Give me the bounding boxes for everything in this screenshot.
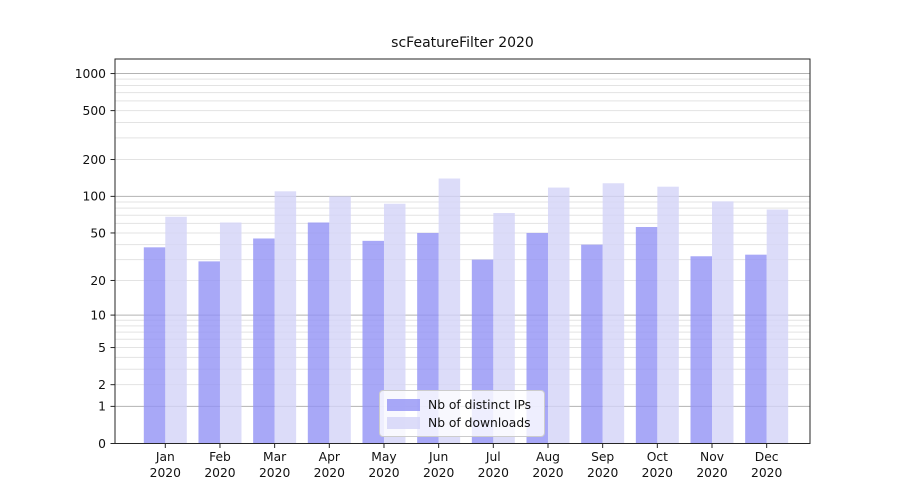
bar-downloads-nov <box>712 201 734 444</box>
x-tick-label: Nov 2020 <box>696 450 727 480</box>
y-tick-label: 50 <box>90 226 106 240</box>
bar-downloads-sep <box>602 183 625 444</box>
x-tick-label: Apr 2020 <box>314 450 345 480</box>
x-tick-label: Dec 2020 <box>751 450 782 480</box>
legend-swatch-downloads <box>387 416 420 429</box>
plot-border <box>114 58 811 444</box>
y-tick-label: 500 <box>83 104 106 118</box>
bar-distinct-ips-may <box>362 240 384 444</box>
bar-distinct-ips-mar <box>253 238 275 444</box>
x-tick-label: Jan 2020 <box>150 450 181 480</box>
y-tick-label: 1 <box>98 400 106 414</box>
y-tick-label: 2 <box>98 378 106 392</box>
bar-downloads-oct <box>657 186 679 444</box>
y-tick-label: 0 <box>98 437 106 451</box>
legend-label-distinct-ips: Nb of distinct IPs <box>428 397 532 412</box>
x-tick-label: May 2020 <box>368 450 399 480</box>
bar-distinct-ips-sep <box>581 244 603 444</box>
x-tick-label: Jun 2020 <box>423 450 454 480</box>
bar-distinct-ips-dec <box>745 254 767 444</box>
legend-item-distinct-ips: Nb of distinct IPs <box>387 398 544 412</box>
legend-item-downloads: Nb of downloads <box>387 416 544 430</box>
bar-distinct-ips-apr <box>307 222 330 444</box>
x-tick-label: Oct 2020 <box>642 450 673 480</box>
y-tick-label: 1000 <box>75 67 106 81</box>
bar-downloads-jun <box>438 178 461 444</box>
x-tick-label: Sep 2020 <box>587 450 618 480</box>
bar-distinct-ips-feb <box>198 261 220 444</box>
bar-downloads-feb <box>219 222 242 444</box>
y-tick-label: 5 <box>98 341 106 355</box>
legend-label-downloads: Nb of downloads <box>428 415 531 430</box>
x-tick-label: Aug 2020 <box>532 450 563 480</box>
bar-downloads-aug <box>547 187 570 444</box>
legend-swatch-distinct-ips <box>387 398 420 411</box>
x-tick-label: Jul 2020 <box>478 450 509 480</box>
legend: Nb of distinct IPs Nb of downloads <box>379 390 545 437</box>
chart-title: scFeatureFilter 2020 <box>391 35 534 51</box>
bar-downloads-jul <box>493 213 515 444</box>
bar-downloads-may <box>383 203 406 444</box>
x-tick-label: Mar 2020 <box>259 450 290 480</box>
bar-downloads-apr <box>329 196 351 444</box>
bar-downloads-dec <box>766 209 789 444</box>
y-tick-label: 20 <box>90 274 106 288</box>
bar-distinct-ips-oct <box>635 227 658 444</box>
bar-distinct-ips-jan <box>143 247 166 444</box>
y-tick-label: 100 <box>83 190 106 204</box>
x-tick-label: Feb 2020 <box>204 450 235 480</box>
y-tick-label: 10 <box>90 308 106 322</box>
bar-downloads-jan <box>165 216 187 444</box>
bar-downloads-mar <box>274 191 297 444</box>
bar-distinct-ips-nov <box>690 256 712 444</box>
y-tick-label: 200 <box>83 153 106 167</box>
